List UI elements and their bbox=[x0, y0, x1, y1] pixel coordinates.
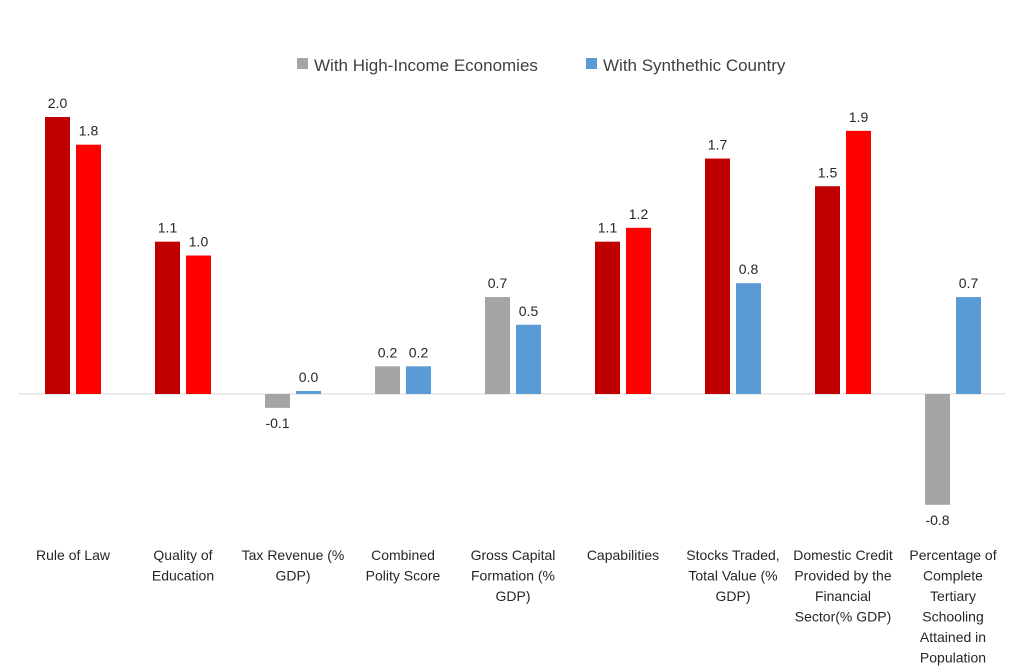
bar-synthetic-country-domestic-credit-provided-by-the-financial-sector-gdp bbox=[846, 130, 871, 394]
category-label-line: Total Value (% bbox=[688, 568, 777, 584]
category-label-line: Quality of bbox=[153, 547, 212, 563]
category-label-gross-capital-formation-gdp: Gross Capital Formation (% GDP) bbox=[471, 547, 556, 604]
value-label-high-income-percentage-of-complete-tertiary-schooling-attained-in-population: -0.8 bbox=[925, 512, 949, 528]
category-label-line: Tax Revenue (% bbox=[242, 547, 345, 563]
category-label-line: Schooling bbox=[922, 609, 984, 625]
value-label-synthetic-country-gross-capital-formation-gdp: 0.5 bbox=[519, 303, 539, 319]
value-label-high-income-quality-of-education: 1.1 bbox=[158, 220, 178, 236]
category-label-domestic-credit-provided-by-the-financial-sector-gdp: Domestic Credit Provided by the Financial S… bbox=[793, 547, 893, 625]
bar-high-income-domestic-credit-provided-by-the-financial-sector-gdp bbox=[815, 186, 840, 394]
value-label-high-income-tax-revenue-gdp: -0.1 bbox=[265, 415, 289, 431]
legend-swatch-synthetic-country bbox=[586, 58, 597, 69]
category-label-combined-polity-score: Combined Polity Score bbox=[366, 547, 441, 584]
bar-synthetic-country-rule-of-law bbox=[76, 144, 101, 394]
category-label-quality-of-education: Quality of Education bbox=[152, 547, 214, 584]
category-label-line: Provided by the bbox=[794, 568, 891, 584]
bar-high-income-rule-of-law bbox=[45, 117, 70, 394]
category-label-line: Polity Score bbox=[366, 568, 441, 584]
value-label-high-income-rule-of-law: 2.0 bbox=[48, 95, 68, 111]
value-label-high-income-combined-polity-score: 0.2 bbox=[378, 344, 398, 360]
category-label-line: Education bbox=[152, 568, 214, 584]
value-label-synthetic-country-stocks-traded-total-value-gdp: 0.8 bbox=[739, 261, 759, 277]
bar-synthetic-country-combined-polity-score bbox=[406, 366, 431, 394]
bar-high-income-tax-revenue-gdp bbox=[265, 394, 290, 408]
bar-synthetic-country-tax-revenue-gdp bbox=[296, 391, 321, 394]
value-label-synthetic-country-capabilities: 1.2 bbox=[629, 206, 649, 222]
category-label-line: Population bbox=[920, 650, 986, 666]
value-labels-group: 2.0 1.8 1.1 1.0 -0.1 0.0 0.2 0.2 0.7 0.5 1.1 1.2 1.7… bbox=[48, 95, 979, 528]
category-label-line: Combined bbox=[371, 547, 435, 563]
value-label-synthetic-country-percentage-of-complete-tertiary-schooling-attained-in-population: 0.7 bbox=[959, 275, 979, 291]
bar-high-income-stocks-traded-total-value-gdp bbox=[705, 158, 730, 394]
category-label-rule-of-law: Rule of Law bbox=[36, 547, 111, 563]
value-label-high-income-domestic-credit-provided-by-the-financial-sector-gdp: 1.5 bbox=[818, 164, 838, 180]
bars-group bbox=[45, 117, 981, 505]
category-label-line: Complete bbox=[923, 568, 983, 584]
bar-synthetic-country-stocks-traded-total-value-gdp bbox=[736, 283, 761, 394]
bar-synthetic-country-quality-of-education bbox=[186, 255, 211, 394]
value-label-synthetic-country-rule-of-law: 1.8 bbox=[79, 123, 99, 139]
value-label-synthetic-country-domestic-credit-provided-by-the-financial-sector-gdp: 1.9 bbox=[849, 109, 869, 125]
bar-high-income-gross-capital-formation-gdp bbox=[485, 297, 510, 394]
chart-legend: With High-Income Economies With Syntheth… bbox=[297, 56, 786, 75]
bar-high-income-capabilities bbox=[595, 241, 620, 394]
category-label-percentage-of-complete-tertiary-schooling-attained-in-population: Percentage of Complete Tertiary Schooling At… bbox=[909, 547, 996, 666]
value-label-high-income-gross-capital-formation-gdp: 0.7 bbox=[488, 275, 508, 291]
category-label-line: Gross Capital bbox=[471, 547, 556, 563]
value-label-synthetic-country-tax-revenue-gdp: 0.0 bbox=[299, 369, 319, 385]
category-label-line: Formation (% bbox=[471, 568, 555, 584]
category-label-line: Stocks Traded, bbox=[686, 547, 779, 563]
category-label-line: Percentage of bbox=[909, 547, 996, 563]
bar-synthetic-country-capabilities bbox=[626, 227, 651, 394]
category-label-line: Attained in bbox=[920, 629, 986, 645]
category-label-line: Domestic Credit bbox=[793, 547, 893, 563]
category-label-line: Tertiary bbox=[930, 588, 976, 604]
legend-swatch-high-income bbox=[297, 58, 308, 69]
value-label-high-income-stocks-traded-total-value-gdp: 1.7 bbox=[708, 137, 728, 153]
category-labels-group: Rule of Law Quality of Education Tax Revenu… bbox=[36, 547, 997, 666]
value-label-synthetic-country-quality-of-education: 1.0 bbox=[189, 234, 209, 250]
category-label-line: GDP) bbox=[716, 588, 751, 604]
category-label-line: GDP) bbox=[496, 588, 531, 604]
bar-synthetic-country-gross-capital-formation-gdp bbox=[516, 324, 541, 394]
category-label-capabilities: Capabilities bbox=[587, 547, 659, 563]
category-label-line: Capabilities bbox=[587, 547, 659, 563]
bar-synthetic-country-percentage-of-complete-tertiary-schooling-attained-in-population bbox=[956, 297, 981, 394]
category-label-tax-revenue-gdp: Tax Revenue (% GDP) bbox=[242, 547, 345, 584]
bar-high-income-combined-polity-score bbox=[375, 366, 400, 394]
category-label-line: Financial bbox=[815, 588, 871, 604]
category-label-line: Sector(% GDP) bbox=[795, 609, 891, 625]
value-label-synthetic-country-combined-polity-score: 0.2 bbox=[409, 344, 429, 360]
category-label-stocks-traded-total-value-gdp: Stocks Traded, Total Value (% GDP) bbox=[686, 547, 779, 604]
bar-high-income-percentage-of-complete-tertiary-schooling-attained-in-population bbox=[925, 394, 950, 505]
value-label-high-income-capabilities: 1.1 bbox=[598, 220, 618, 236]
category-label-line: Rule of Law bbox=[36, 547, 111, 563]
category-label-line: GDP) bbox=[276, 568, 311, 584]
bar-high-income-quality-of-education bbox=[155, 241, 180, 394]
legend-label-high-income: With High-Income Economies bbox=[314, 56, 538, 75]
legend-label-synthetic-country: With Synthethic Country bbox=[603, 56, 786, 75]
